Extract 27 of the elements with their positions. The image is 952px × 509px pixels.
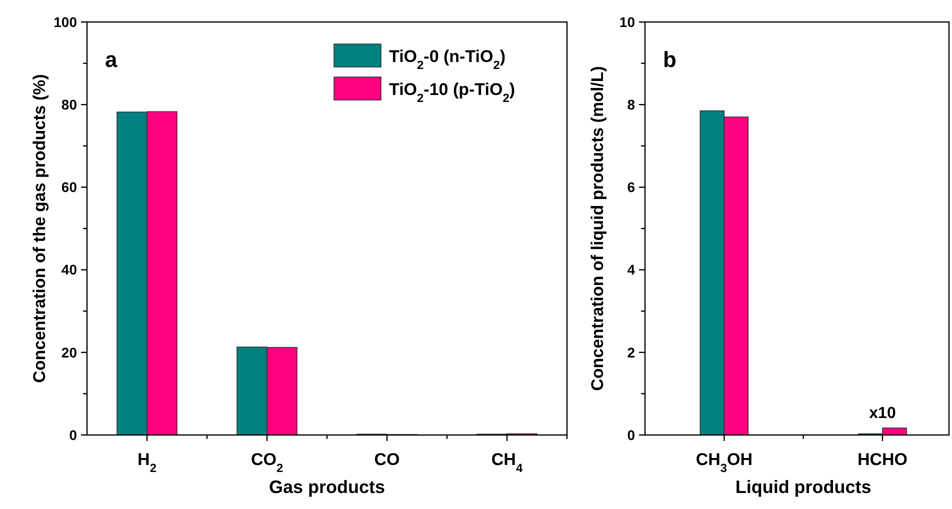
y-tick-label: 0 bbox=[69, 426, 78, 443]
y-tick-label: 2 bbox=[627, 344, 636, 360]
annotation: b bbox=[663, 47, 676, 72]
y-tick-label: 8 bbox=[627, 96, 636, 112]
x-tick-label: CH$_{3}$OH bbox=[696, 450, 753, 475]
y-axis-title: Concentration of liquid products (mol/L) bbox=[588, 66, 607, 391]
x-tick-label: CH$_{4}$ bbox=[491, 450, 523, 475]
y-tick-label: 80 bbox=[61, 96, 78, 112]
y-tick-label: 100 bbox=[54, 14, 78, 30]
x-tick-label: H$_{2}$ bbox=[138, 450, 157, 475]
y-tick-label: 0 bbox=[627, 426, 636, 443]
legend-label: TiO$_{2}$-0 (n-TiO$_{2}$) bbox=[389, 46, 506, 72]
x-axis-title: Gas products bbox=[268, 477, 386, 497]
x-tick-label: CO bbox=[374, 450, 400, 469]
y-tick-label: 60 bbox=[61, 179, 78, 196]
annotation: a bbox=[105, 47, 118, 72]
x-tick-label: CO$_{2}$ bbox=[250, 450, 284, 475]
y-tick-label: 6 bbox=[627, 179, 636, 196]
y-tick-label: 20 bbox=[61, 344, 78, 360]
annotation: x10 bbox=[869, 404, 896, 422]
legend-label: TiO$_{2}$-10 (p-TiO$_{2}$) bbox=[389, 80, 515, 105]
y-tick-label: 4 bbox=[627, 262, 636, 278]
y-axis-title: Concentration of the gas products (%) bbox=[30, 74, 49, 383]
x-axis-title: Liquid products bbox=[735, 477, 872, 497]
x-tick-label: HCHO bbox=[857, 450, 908, 469]
y-tick-label: 40 bbox=[61, 262, 78, 278]
y-tick-label: 10 bbox=[619, 14, 636, 30]
